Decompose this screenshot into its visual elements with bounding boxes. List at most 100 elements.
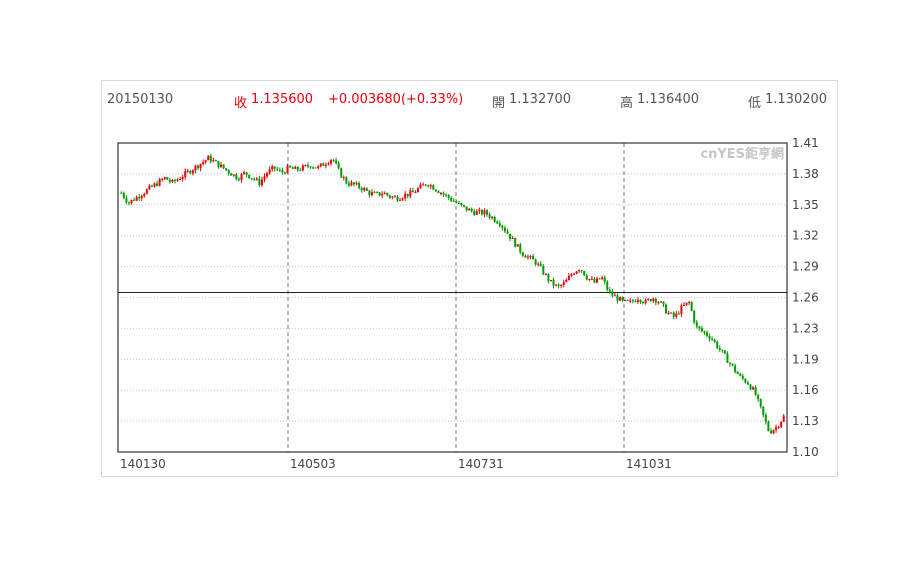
- candle-body: [409, 190, 412, 197]
- candle-body: [752, 387, 755, 390]
- candle-body: [590, 278, 593, 280]
- candle-body: [291, 167, 294, 169]
- candle-body: [700, 328, 703, 332]
- candle-body: [360, 187, 363, 191]
- candle-body: [396, 196, 399, 201]
- candle-body: [168, 179, 171, 182]
- candle-body: [365, 188, 368, 191]
- candle-body: [611, 291, 614, 296]
- close-value: 1.135600: [251, 92, 314, 107]
- candle-body: [125, 197, 128, 203]
- candle-body: [726, 353, 729, 363]
- candle-body: [370, 192, 373, 196]
- candle-body: [276, 168, 279, 170]
- candle-body: [324, 164, 327, 166]
- y-tick-label: 1.26: [792, 291, 819, 305]
- open-label: 開: [492, 96, 506, 111]
- candle-body: [557, 284, 560, 286]
- candle-body: [268, 169, 271, 174]
- x-tick-label: 141031: [626, 457, 672, 471]
- candle-body: [289, 165, 292, 168]
- candle-body: [452, 200, 455, 202]
- candle-body: [729, 362, 732, 364]
- candle-body: [555, 284, 558, 286]
- candle-body: [225, 168, 228, 171]
- candle-body: [281, 170, 284, 173]
- candle-body: [304, 165, 307, 167]
- candle-body: [675, 313, 678, 317]
- candle-body: [475, 211, 478, 215]
- candle-body: [166, 177, 169, 180]
- candle-body: [736, 371, 739, 375]
- candle-body: [754, 387, 757, 396]
- candle-body: [511, 238, 514, 240]
- candle-body: [388, 195, 391, 198]
- candle-body: [509, 233, 512, 239]
- candle-body: [639, 299, 642, 303]
- y-tick-label: 1.13: [792, 414, 819, 428]
- candle-body: [214, 160, 217, 162]
- low-label: 低: [748, 96, 762, 111]
- candle-body: [723, 350, 726, 354]
- candle-body: [150, 185, 153, 187]
- close-label: 收: [234, 96, 248, 111]
- candle-body: [583, 270, 586, 276]
- candle-body: [626, 299, 629, 301]
- candle-body: [378, 192, 381, 196]
- candle-body: [457, 202, 460, 204]
- candle-body: [163, 177, 166, 180]
- candle-body: [524, 255, 527, 258]
- candle-body: [153, 183, 156, 187]
- candle-body: [240, 173, 243, 181]
- y-tick-label: 1.35: [792, 198, 819, 212]
- candle-body: [437, 191, 440, 193]
- candle-body: [140, 196, 143, 199]
- candle-body: [455, 201, 458, 203]
- y-tick-label: 1.38: [792, 167, 819, 181]
- date-label: 20150130: [107, 92, 174, 107]
- candle-body: [672, 312, 675, 317]
- y-tick-label: 1.41: [792, 136, 819, 150]
- candle-body: [227, 170, 230, 174]
- x-tick-label: 140130: [120, 457, 166, 471]
- candle-body: [353, 182, 356, 185]
- candle-body: [777, 426, 780, 428]
- candle-body: [376, 192, 379, 194]
- candle-body: [345, 177, 348, 184]
- candle-body: [156, 183, 159, 186]
- candle-body: [662, 301, 665, 305]
- candle-body: [537, 263, 540, 265]
- candle-body: [181, 177, 184, 180]
- candle-body: [306, 165, 309, 167]
- candle-body: [422, 184, 425, 186]
- candle-body: [258, 178, 261, 186]
- candle-body: [158, 179, 161, 186]
- candle-body: [358, 183, 361, 188]
- candle-body: [322, 163, 325, 166]
- candle-body: [734, 365, 737, 372]
- candle-body: [624, 299, 627, 301]
- candle-body: [601, 277, 604, 280]
- candle-body: [491, 216, 494, 218]
- candle-body: [744, 378, 747, 383]
- candle-body: [278, 169, 281, 171]
- candle-body: [330, 159, 333, 164]
- candle-body: [434, 189, 437, 192]
- candle-body: [693, 310, 696, 323]
- candle-body: [670, 312, 673, 314]
- candle-body: [416, 188, 419, 192]
- candle-body: [552, 279, 555, 286]
- candle-body: [161, 179, 164, 181]
- candle-body: [478, 209, 481, 212]
- candle-body: [237, 179, 240, 181]
- candle-body: [516, 244, 519, 247]
- candle-body: [202, 161, 205, 164]
- candle-body: [488, 214, 491, 218]
- candle-body: [596, 278, 599, 283]
- candle-body: [608, 289, 611, 292]
- candle-body: [677, 313, 680, 315]
- candle-body: [243, 172, 246, 174]
- candle-body: [603, 277, 606, 282]
- candle-body: [148, 185, 151, 190]
- candle-body: [708, 335, 711, 339]
